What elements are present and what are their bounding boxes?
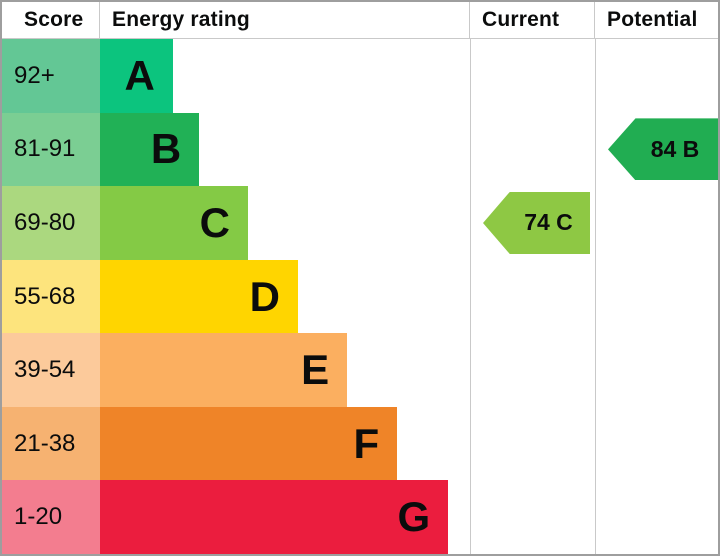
current-cell [470, 39, 595, 113]
rating-letter: D [249, 272, 280, 320]
header-potential: Potential [594, 2, 717, 38]
rating-letter: F [353, 419, 380, 467]
rating-rows: 92+ A 81-91 B 84 B 69-80 [2, 39, 718, 554]
rating-bar: E [100, 333, 348, 407]
potential-cell: 84 B [595, 112, 718, 187]
rating-row-d: 55-68 D [2, 259, 718, 334]
rating-letter: C [199, 198, 230, 246]
current-cell [470, 333, 595, 407]
rating-row-b: 81-91 B 84 B [2, 112, 718, 187]
rating-bar: B [100, 112, 200, 187]
rating-letter: E [301, 346, 330, 394]
rating-letter: G [397, 493, 431, 541]
rating-bar: C [100, 186, 248, 260]
potential-cell [595, 406, 718, 481]
score-range: 92+ [2, 39, 100, 113]
potential-cell [595, 480, 718, 554]
current-cell [470, 112, 595, 187]
rating-bar: F [100, 406, 398, 481]
rating-row-c: 69-80 C 74 C [2, 186, 718, 260]
current-cell [470, 406, 595, 481]
rating-row-e: 39-54 E [2, 333, 718, 407]
header-score: Score [2, 2, 100, 38]
potential-rating-arrow: 84 B [608, 118, 718, 181]
current-rating-arrow: 74 C [483, 191, 590, 254]
potential-cell [595, 259, 718, 334]
rating-bar: A [100, 39, 173, 113]
potential-cell [595, 333, 718, 407]
chart-header: Score Energy rating Current Potential [2, 2, 718, 39]
rating-row-g: 1-20 G [2, 480, 718, 554]
potential-cell [595, 186, 718, 260]
rating-bar: G [100, 480, 449, 554]
score-range: 1-20 [2, 480, 100, 554]
score-range: 69-80 [2, 186, 100, 260]
score-range: 81-91 [2, 112, 100, 187]
current-cell [470, 480, 595, 554]
rating-letter: A [124, 51, 155, 99]
rating-row-a: 92+ A [2, 39, 718, 113]
header-energy-rating: Energy rating [112, 8, 250, 31]
current-cell: 74 C [470, 186, 595, 260]
score-range: 39-54 [2, 333, 100, 407]
rating-bar: D [100, 259, 298, 334]
rating-row-f: 21-38 F [2, 406, 718, 481]
score-range: 55-68 [2, 259, 100, 334]
potential-cell [595, 39, 718, 113]
score-range: 21-38 [2, 406, 100, 481]
current-cell [470, 259, 595, 334]
header-current: Current [469, 2, 594, 38]
rating-letter: B [150, 125, 182, 173]
